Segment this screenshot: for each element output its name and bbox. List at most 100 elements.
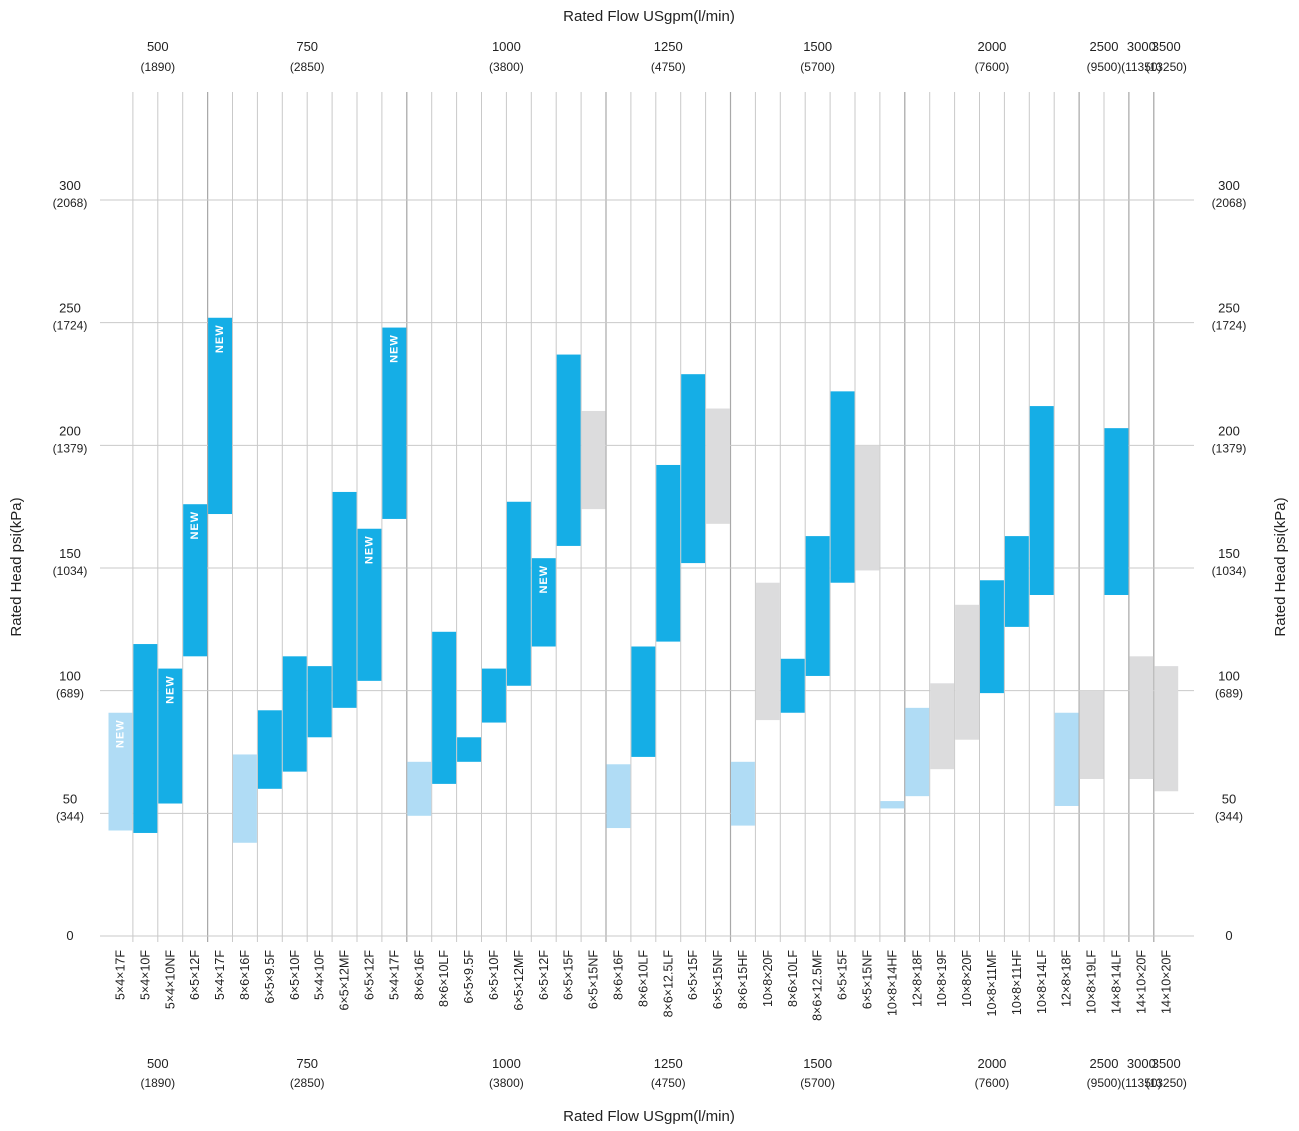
flow-tick-label-bottom: 750 — [296, 1056, 318, 1071]
model-label: 10×8×19F — [935, 950, 949, 1007]
flow-tick-sublabel-top: (7600) — [975, 60, 1010, 74]
y-tick-sublabel-left: (344) — [56, 809, 84, 823]
flow-tick-sublabel-top: (1890) — [140, 60, 175, 74]
y-tick-label-right: 300 — [1218, 178, 1240, 193]
range-bar — [208, 317, 232, 515]
model-label: 6×5×15F — [686, 950, 700, 1000]
y-tick-label-right: 0 — [1225, 928, 1232, 943]
model-label: 8×6×12.5LF — [661, 950, 675, 1018]
model-label: 5×4×10F — [313, 950, 327, 1000]
model-label: 6×5×12F — [188, 950, 202, 1000]
y-tick-label-right: 250 — [1218, 301, 1240, 316]
flow-tick-label-bottom: 2500 — [1090, 1056, 1119, 1071]
range-bar — [307, 666, 332, 738]
flow-tick-sublabel-top: (2850) — [290, 60, 325, 74]
flow-tick-sublabel-top: (13250) — [1146, 60, 1187, 74]
flow-tick-label-top: 1250 — [654, 39, 683, 54]
range-bar — [357, 528, 382, 681]
model-label: 5×4×10NF — [163, 950, 177, 1009]
y-tick-sublabel-right: (2068) — [1212, 196, 1247, 210]
y-tick-label-left: 50 — [63, 791, 77, 806]
flow-tick-label-bottom: 1000 — [492, 1056, 521, 1071]
range-bar — [930, 683, 955, 770]
model-label: 8×6×16F — [238, 950, 252, 1000]
model-label: 8×6×10LF — [437, 950, 451, 1007]
y-tick-sublabel-right: (689) — [1215, 687, 1243, 701]
range-bar — [955, 604, 979, 740]
range-bar — [606, 764, 631, 829]
new-badge: NEW — [164, 675, 176, 704]
flow-tick-sublabel-top: (9500) — [1087, 60, 1122, 74]
flow-tick-label-bottom: 2000 — [977, 1056, 1006, 1071]
y-tick-label-left: 300 — [59, 178, 81, 193]
range-bar — [1079, 690, 1104, 779]
y-tick-sublabel-left: (689) — [56, 687, 84, 701]
range-bar — [531, 558, 556, 647]
model-label: 6×5×15F — [562, 950, 576, 1000]
range-bar — [855, 445, 880, 571]
y-axis-title-left: Rated Head psi(kPa) — [8, 497, 25, 636]
new-badge: NEW — [388, 334, 400, 363]
flow-tick-labels: 500 (1890) 500 (1890) 750 (2850) 750 (2850) 1000… — [140, 39, 1186, 1090]
flow-tick-sublabel-bottom: (2850) — [290, 1076, 325, 1090]
range-bar — [755, 582, 780, 721]
y-tick-sublabel-left: (1034) — [53, 564, 88, 578]
range-bar — [1129, 656, 1154, 779]
range-bar — [506, 501, 531, 686]
model-label: 14×8×14LF — [1109, 950, 1123, 1014]
flow-tick-sublabel-top: (4750) — [651, 60, 686, 74]
y-tick-sublabel-right: (1379) — [1212, 441, 1247, 455]
range-bar — [830, 391, 855, 583]
range-bar — [780, 658, 805, 713]
flow-tick-label-top: 3000 — [1127, 39, 1156, 54]
model-label: 10×8×11HF — [1010, 950, 1024, 1015]
model-label: 8×6×10LF — [636, 950, 650, 1007]
range-bar — [133, 644, 158, 833]
flow-tick-label-top: 1500 — [803, 39, 832, 54]
flow-tick-sublabel-top: (3800) — [489, 60, 524, 74]
range-bar — [1004, 536, 1029, 627]
flow-tick-label-top: 500 — [147, 39, 169, 54]
model-label: 6×5×9.5F — [462, 950, 476, 1004]
range-bar — [482, 668, 506, 723]
model-label: 14×10×20F — [1159, 950, 1173, 1014]
flow-tick-sublabel-bottom: (5700) — [800, 1076, 835, 1090]
range-bar — [905, 707, 930, 797]
model-label: 6×5×10F — [288, 950, 302, 1000]
range-bar — [980, 580, 1004, 694]
flow-tick-sublabel-top: (11350) — [1121, 60, 1161, 74]
range-bar — [1054, 712, 1079, 806]
range-bar — [880, 801, 905, 809]
model-label: 6×5×15NF — [587, 950, 601, 1009]
flow-tick-label-top: 2500 — [1090, 39, 1119, 54]
model-label: 6×5×12MF — [512, 950, 526, 1011]
x-axis-title-bottom: Rated Flow USgpm(l/min) — [563, 1108, 735, 1125]
model-label: 6×5×9.5F — [263, 950, 277, 1004]
y-tick-label-left: 150 — [59, 546, 81, 561]
y-tick-sublabel-left: (2068) — [53, 196, 88, 210]
flow-tick-sublabel-bottom: (9500) — [1087, 1076, 1122, 1090]
model-label: 10×8×14LF — [1035, 950, 1049, 1014]
y-tick-sublabel-left: (1724) — [53, 319, 88, 333]
range-bar — [282, 656, 307, 772]
range-bar — [656, 464, 681, 642]
range-bar — [332, 491, 357, 708]
new-badge: NEW — [189, 511, 201, 540]
model-label: 10×8×11MF — [985, 950, 999, 1017]
flow-tick-label-bottom: 3500 — [1152, 1056, 1181, 1071]
y-tick-label-right: 150 — [1218, 546, 1240, 561]
y-tick-sublabel-left: (1379) — [53, 441, 88, 455]
model-labels: 5×4×17F 5×4×10F 5×4×10NF 6×5×12F 5×4×17F 8×6×… — [113, 950, 1173, 1021]
flow-tick-label-bottom: 1250 — [654, 1056, 683, 1071]
flow-tick-sublabel-bottom: (7600) — [975, 1076, 1010, 1090]
new-badge: NEW — [214, 324, 226, 353]
model-label: 6×5×15NF — [711, 950, 725, 1009]
flow-tick-sublabel-bottom: (3800) — [489, 1076, 524, 1090]
model-label: 5×4×17F — [113, 950, 127, 1000]
range-bar — [805, 536, 830, 676]
model-label: 12×8×18F — [1060, 950, 1074, 1007]
flow-tick-sublabel-bottom: (4750) — [651, 1076, 686, 1090]
model-label: 10×8×19LF — [1085, 950, 1099, 1014]
y-tick-label-right: 50 — [1222, 791, 1236, 806]
